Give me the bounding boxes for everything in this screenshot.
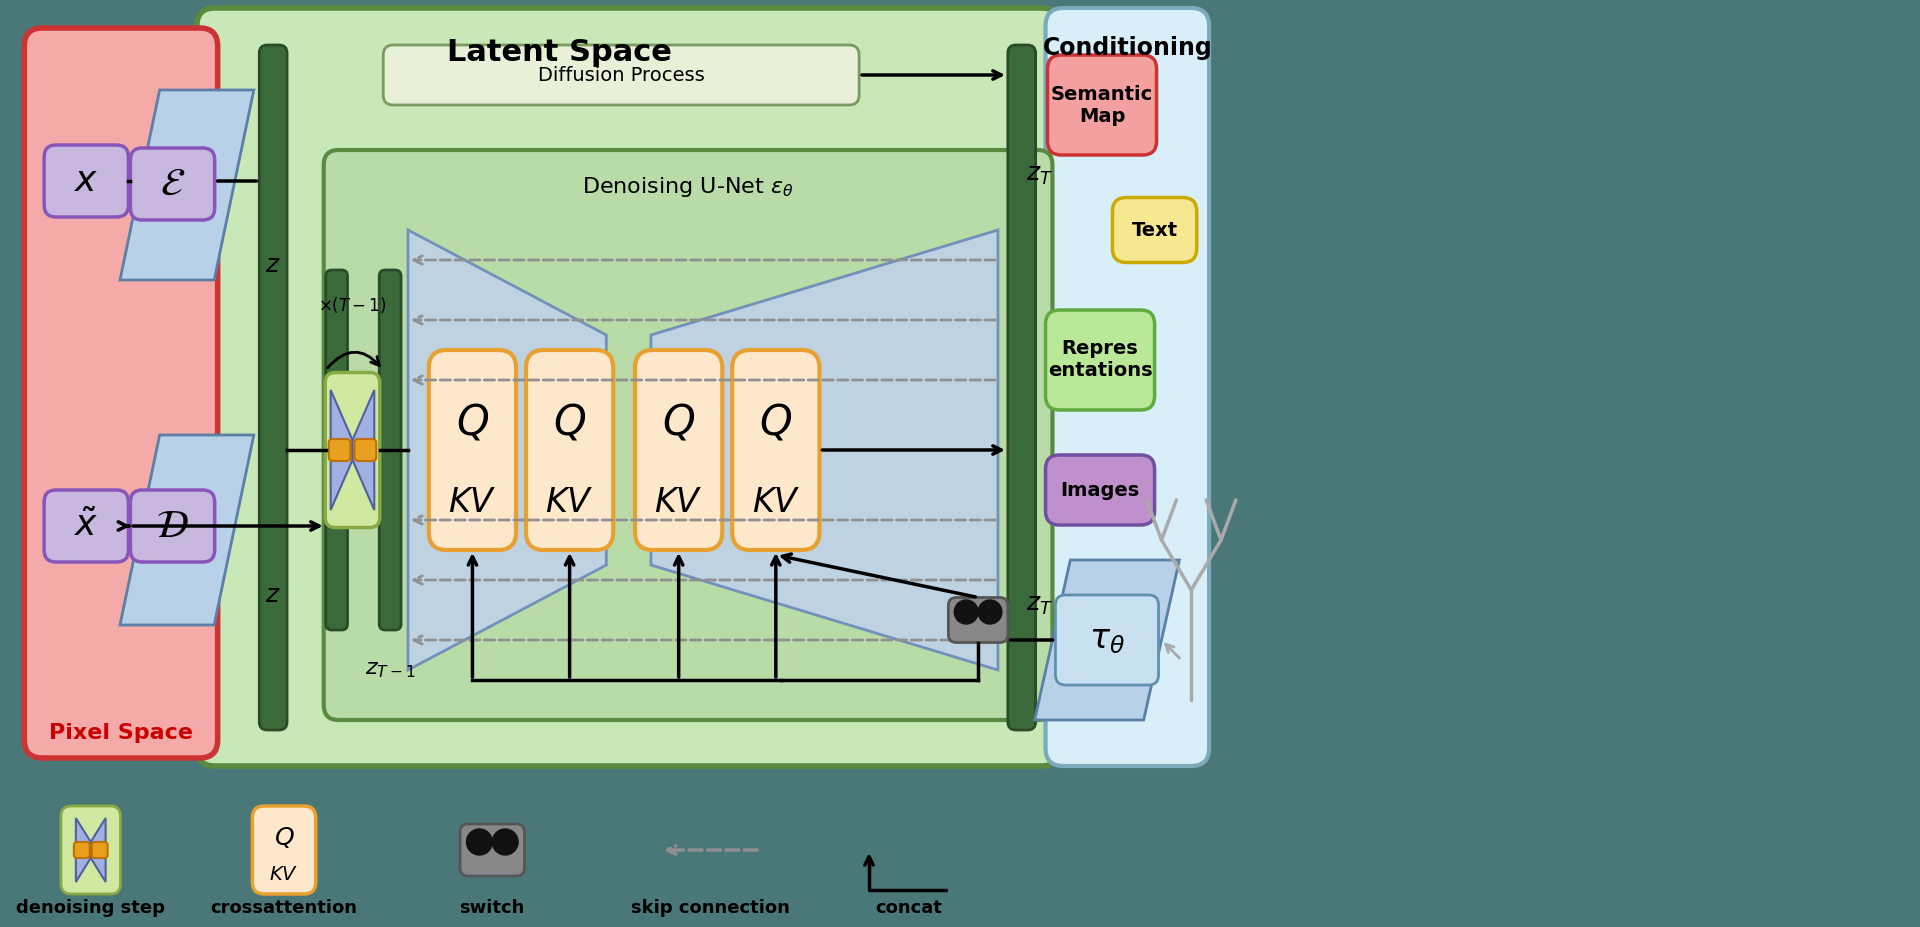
FancyBboxPatch shape [1048,55,1156,155]
Text: Images: Images [1060,480,1140,500]
Polygon shape [409,230,607,670]
FancyBboxPatch shape [380,270,401,630]
FancyBboxPatch shape [44,490,129,562]
Text: $z_{T-1}$: $z_{T-1}$ [365,660,415,680]
Text: $x$: $x$ [75,164,98,198]
FancyBboxPatch shape [636,350,722,550]
FancyBboxPatch shape [252,806,315,894]
Text: $KV$: $KV$ [545,486,593,518]
FancyArrowPatch shape [328,352,380,368]
Text: Conditioning: Conditioning [1043,36,1212,60]
Text: Semantic
Map: Semantic Map [1050,84,1154,125]
Text: $z_T$: $z_T$ [1025,163,1052,187]
Text: $Q$: $Q$ [662,401,695,443]
Text: switch: switch [459,899,524,917]
FancyBboxPatch shape [25,28,217,758]
Text: Denoising U-Net $\epsilon_\theta$: Denoising U-Net $\epsilon_\theta$ [582,175,793,199]
Text: $Q$: $Q$ [455,401,490,443]
FancyBboxPatch shape [1008,45,1035,730]
FancyBboxPatch shape [44,145,129,217]
Polygon shape [651,230,998,670]
Text: Repres
entations: Repres entations [1048,339,1152,380]
FancyBboxPatch shape [1112,197,1196,262]
FancyBboxPatch shape [1046,310,1154,410]
FancyBboxPatch shape [1046,8,1210,766]
Text: $\times(T-1)$: $\times(T-1)$ [319,295,386,315]
FancyBboxPatch shape [526,350,612,550]
Text: crossattention: crossattention [211,899,357,917]
Text: $\mathcal{D}$: $\mathcal{D}$ [156,507,188,545]
FancyBboxPatch shape [328,439,351,461]
Text: $z$: $z$ [265,253,280,277]
Text: $Q$: $Q$ [553,401,586,443]
FancyBboxPatch shape [1046,455,1154,525]
FancyBboxPatch shape [326,270,348,630]
FancyBboxPatch shape [384,45,858,105]
FancyBboxPatch shape [92,842,108,858]
FancyBboxPatch shape [259,45,288,730]
Polygon shape [1035,560,1179,720]
Polygon shape [353,390,374,510]
FancyBboxPatch shape [428,350,516,550]
Text: $\tilde{x}$: $\tilde{x}$ [75,509,98,543]
FancyBboxPatch shape [732,350,820,550]
Text: skip connection: skip connection [632,899,789,917]
FancyBboxPatch shape [131,148,215,220]
FancyBboxPatch shape [948,598,1008,642]
FancyBboxPatch shape [355,439,376,461]
Polygon shape [119,90,253,280]
Text: $Q$: $Q$ [275,826,294,850]
Text: $KV$: $KV$ [447,486,497,518]
FancyBboxPatch shape [61,806,121,894]
Polygon shape [119,435,253,625]
Text: $z_T$: $z_T$ [1025,593,1052,617]
Polygon shape [330,390,353,510]
FancyBboxPatch shape [1056,595,1158,685]
Circle shape [977,600,1002,624]
Text: $\mathcal{E}$: $\mathcal{E}$ [159,165,184,203]
Text: $KV$: $KV$ [751,486,801,518]
Circle shape [492,829,518,855]
Text: $KV$: $KV$ [655,486,703,518]
Text: Latent Space: Latent Space [447,38,672,67]
Text: Pixel Space: Pixel Space [50,723,194,743]
Circle shape [954,600,977,624]
FancyBboxPatch shape [73,842,90,858]
Text: denoising step: denoising step [15,899,165,917]
FancyBboxPatch shape [324,150,1052,720]
Text: $Q$: $Q$ [758,401,793,443]
Polygon shape [90,818,106,882]
FancyBboxPatch shape [324,373,380,527]
Text: Diffusion Process: Diffusion Process [538,66,705,84]
FancyBboxPatch shape [131,490,215,562]
Circle shape [467,829,492,855]
Text: $\tau_\theta$: $\tau_\theta$ [1089,624,1125,656]
FancyBboxPatch shape [461,824,524,876]
Polygon shape [77,818,90,882]
FancyBboxPatch shape [198,8,1060,766]
Text: concat: concat [876,899,943,917]
Text: $z$: $z$ [265,583,280,607]
Text: Text: Text [1131,221,1177,239]
Text: $KV$: $KV$ [269,865,300,883]
